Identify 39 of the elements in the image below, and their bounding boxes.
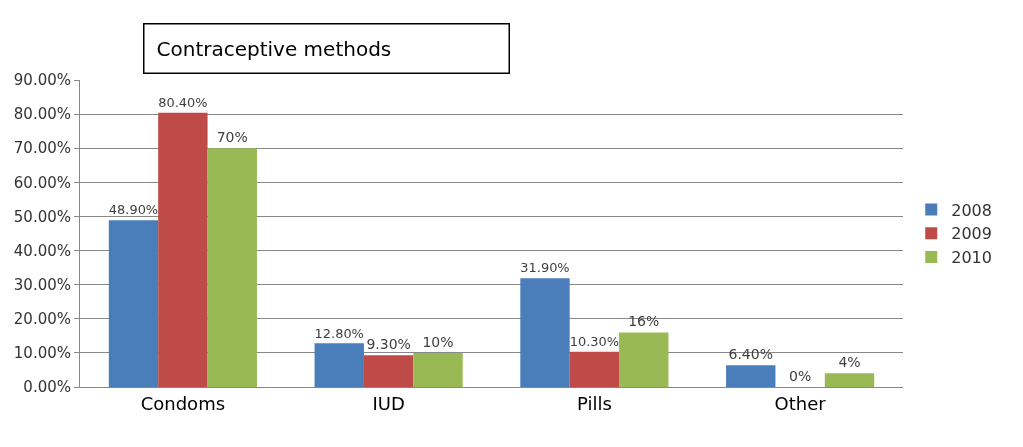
y-tick-label: 50.00% [13, 207, 71, 226]
bar [108, 220, 159, 387]
y-tick-label: 90.00% [13, 71, 71, 90]
bar [726, 365, 776, 387]
y-tick-label: 40.00% [13, 241, 71, 260]
y-tick-label: 20.00% [13, 310, 71, 329]
y-tick-label: 70.00% [13, 139, 71, 158]
y-tick-label: 60.00% [13, 173, 71, 192]
data-label: 4% [838, 354, 861, 371]
y-tick-label: 30.00% [13, 275, 71, 294]
data-label: 48.90% [108, 202, 159, 218]
data-label: 80.40% [158, 94, 208, 110]
data-label: 70% [216, 129, 248, 146]
y-tick-label: 10.00% [13, 344, 71, 363]
x-tick-label: IUD [372, 392, 405, 414]
x-tick-label: Pills [576, 392, 612, 414]
data-label: 9.30% [366, 336, 411, 353]
data-label: 10.30% [569, 334, 620, 350]
bar [413, 352, 463, 387]
y-tick-label: 80.00% [13, 105, 71, 124]
bar [569, 351, 620, 387]
bar [824, 373, 875, 387]
bar [207, 148, 257, 387]
legend-label: 2009 [951, 224, 992, 244]
bar [363, 355, 414, 387]
legend-label: 2010 [951, 248, 992, 268]
data-label: 10% [422, 333, 454, 350]
legend-label: 2008 [951, 200, 992, 220]
bar [314, 343, 364, 387]
data-label: 12.80% [314, 325, 364, 341]
data-label: 0% [789, 368, 812, 384]
bar [619, 332, 669, 387]
x-tick-label: Condoms [140, 392, 226, 414]
bar [158, 112, 208, 387]
bar [520, 278, 570, 387]
data-label: 31.90% [520, 260, 570, 276]
y-tick-label: 0.00% [23, 378, 71, 397]
chart-title: Contraceptive methods [156, 36, 392, 61]
x-tick-label: Other [774, 392, 827, 414]
